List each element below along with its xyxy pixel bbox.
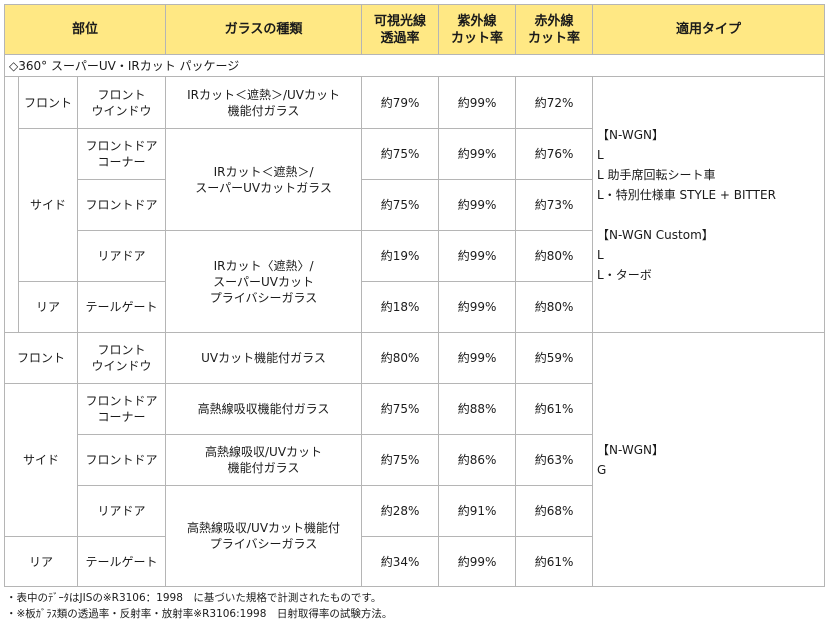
ir-cell: 約72% — [515, 76, 594, 129]
uv-cell: 約99% — [438, 179, 517, 231]
position-cell: フロントドア コーナー — [76, 128, 167, 180]
position-cell: リアドア — [76, 485, 167, 537]
visible-cell: 約75% — [361, 179, 440, 231]
visible-cell: 約75% — [361, 434, 440, 486]
uv-cell: 約99% — [438, 230, 517, 282]
uv-cell: 約88% — [438, 383, 517, 435]
visible-cell: 約34% — [361, 536, 440, 587]
header-part: 部位 — [3, 4, 167, 55]
position-cell: リアドア — [76, 230, 167, 282]
uv-cell: 約99% — [438, 281, 517, 333]
uv-cell: 約99% — [438, 332, 517, 384]
header-uv-cut: 紫外線 カット率 — [438, 4, 517, 55]
header-visible-light: 可視光線 透過率 — [361, 4, 440, 55]
table-row: リアドア 高熱線吸収/UVカット機能付 プライバシーガラス 約28% 約91% 約… — [5, 485, 825, 587]
table-row: リア テールゲート 約18% 約99% 約80% — [5, 281, 825, 333]
ir-cell: 約59% — [515, 332, 594, 384]
position-cell: テールゲート — [76, 281, 167, 333]
table-row: フロント フロント ウインドウ UVカット機能付ガラス 約80% 約99% 約59… — [4, 332, 826, 587]
glass-cell: IRカット＜遮熱＞/UVカット 機能付ガラス — [165, 76, 363, 129]
ir-cell: 約61% — [515, 383, 594, 435]
glass-spec-table: 部位 ガラスの種類 可視光線 透過率 紫外線 カット率 赤外線 カット率 適用タイプ … — [3, 4, 826, 587]
header-ir-cut: 赤外線 カット率 — [515, 4, 594, 55]
position-cell: フロントドア — [76, 434, 167, 486]
visible-cell: 約80% — [361, 332, 440, 384]
table-header-row: 部位 ガラスの種類 可視光線 透過率 紫外線 カット率 赤外線 カット率 適用タイプ — [3, 4, 826, 55]
table-row: サイド フロントドア コーナー IRカット＜遮熱＞/スーパーUVカットガラス 約7… — [5, 128, 825, 282]
standard-applicable-types: 【N-WGN】 G — [592, 332, 826, 587]
area-cell: サイド — [4, 383, 78, 537]
visible-cell: 約75% — [361, 128, 440, 180]
uv-cell: 約99% — [438, 536, 517, 587]
visible-cell: 約18% — [361, 281, 440, 333]
area-cell: フロント — [18, 76, 78, 129]
package-indent — [4, 76, 19, 333]
ir-cell: 約68% — [515, 485, 594, 537]
glass-cell: UVカット機能付ガラス — [165, 332, 363, 384]
footnote: ・表中のﾃﾞｰﾀはJISの※R3106：1998 に基づいた規格で計測されたもの… — [6, 592, 382, 604]
glass-cell: 高熱線吸収/UVカット機能付 プライバシーガラス — [165, 485, 363, 587]
ir-cell: 約76% — [515, 128, 594, 180]
table-row: サイド フロントドア コーナー 高熱線吸収機能付ガラス 約75% 約88% 約61… — [4, 383, 825, 537]
area-cell: フロント — [4, 332, 78, 384]
ir-cell: 約61% — [515, 536, 594, 587]
ir-cell: 約73% — [515, 179, 594, 231]
package-applicable-types: 【N-WGN】 L L 助手席回転シート車 L・特別仕様車 STYLE + BI… — [592, 76, 826, 333]
visible-cell: 約28% — [361, 485, 440, 537]
visible-cell: 約75% — [361, 383, 440, 435]
position-cell: フロントドア — [76, 179, 167, 231]
glass-cell: 高熱線吸収機能付ガラス — [165, 383, 363, 435]
visible-cell: 約79% — [361, 76, 440, 129]
visible-cell: 約19% — [361, 230, 440, 282]
glass-cell: IRカット〈遮熱〉/スーパーUVカット プライバシーガラス — [165, 230, 363, 333]
ir-cell: 約80% — [515, 230, 594, 282]
position-cell: フロント ウインドウ — [76, 76, 167, 129]
area-cell: リア — [4, 536, 78, 587]
ir-cell: 約63% — [515, 434, 594, 486]
area-cell: サイド — [18, 128, 78, 282]
glass-cell: 高熱線吸収/UVカット 機能付ガラス — [165, 434, 363, 486]
uv-cell: 約91% — [438, 485, 517, 537]
area-cell: リア — [18, 281, 78, 333]
table-row: フロントドア 約75% 約99% 約73% — [5, 179, 825, 231]
header-applicable-type: 適用タイプ — [592, 4, 826, 55]
header-glass-type: ガラスの種類 — [165, 4, 363, 55]
uv-cell: 約99% — [438, 128, 517, 180]
package-title: ◇360° スーパーUV・IRカット パッケージ — [3, 54, 826, 77]
position-cell: フロント ウインドウ — [76, 332, 167, 384]
uv-cell: 約99% — [438, 76, 517, 129]
uv-cell: 約86% — [438, 434, 517, 486]
position-cell: フロントドア コーナー — [76, 383, 167, 435]
position-cell: テールゲート — [76, 536, 167, 587]
table-row: フロントドア 高熱線吸収/UVカット 機能付ガラス 約75% 約86% 約63% — [5, 434, 825, 486]
table-row: フロント フロント ウインドウ IRカット＜遮熱＞/UVカット 機能付ガラス 約79… — [4, 76, 826, 333]
package-title-row: ◇360° スーパーUV・IRカット パッケージ — [3, 54, 826, 77]
table-row: リア テールゲート 約34% 約99% 約61% — [4, 536, 825, 587]
ir-cell: 約80% — [515, 281, 594, 333]
glass-cell: IRカット＜遮熱＞/スーパーUVカットガラス — [165, 128, 363, 231]
footnotes: ・表中のﾃﾞｰﾀはJISの※R3106：1998 に基づいた規格で計測されたもの… — [6, 590, 392, 622]
footnote: ・※板ｶﾞﾗｽ類の透過率・反射率・放射率※R3106:1998 日射取得率の試験… — [6, 608, 393, 620]
